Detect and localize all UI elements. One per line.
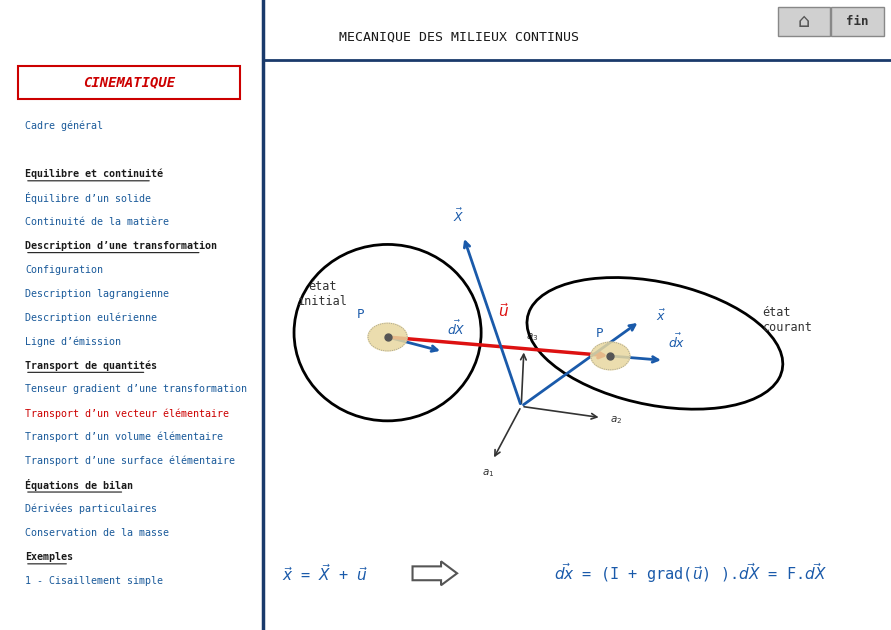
Text: ⌂: ⌂ (798, 12, 810, 31)
Text: CINEMATIQUE: CINEMATIQUE (83, 76, 176, 89)
Text: $a_1$: $a_1$ (482, 467, 495, 479)
Text: $\vec{dx}$ = (I + grad($\vec{u}$) ).$\vec{dX}$ = F.$\vec{dX}$: $\vec{dx}$ = (I + grad($\vec{u}$) ).$\ve… (554, 561, 827, 585)
Text: Continuité de la matière: Continuité de la matière (25, 217, 169, 227)
Text: Ligne d’émission: Ligne d’émission (25, 336, 121, 346)
Text: 1 - Cisaillement simple: 1 - Cisaillement simple (25, 576, 163, 586)
Text: état
courant: état courant (763, 306, 813, 333)
Text: $\vec{X}$: $\vec{X}$ (454, 208, 464, 225)
Text: $\vec{x}$: $\vec{x}$ (656, 309, 666, 324)
Text: MECANIQUE DES MILIEUX CONTINUS: MECANIQUE DES MILIEUX CONTINUS (339, 30, 578, 43)
Text: $a_2$: $a_2$ (610, 415, 623, 426)
Text: Equilibre et continuité: Equilibre et continuité (25, 169, 163, 179)
Text: fin: fin (846, 15, 869, 28)
Text: Description eulérienne: Description eulérienne (25, 312, 157, 323)
Text: $\vec{u}$: $\vec{u}$ (498, 302, 509, 320)
Text: Transport de quantités: Transport de quantités (25, 360, 157, 370)
Text: Équations de bilan: Équations de bilan (25, 479, 133, 491)
Text: Configuration: Configuration (25, 265, 103, 275)
Circle shape (368, 323, 407, 351)
Circle shape (591, 342, 630, 370)
FancyBboxPatch shape (18, 66, 240, 99)
Text: Transport d’une surface élémentaire: Transport d’une surface élémentaire (25, 456, 235, 466)
Text: Dérivées particulaires: Dérivées particulaires (25, 504, 157, 514)
FancyArrow shape (413, 561, 457, 585)
Text: $\vec{x}$ = $\vec{X}$ + $\vec{u}$: $\vec{x}$ = $\vec{X}$ + $\vec{u}$ (282, 563, 368, 584)
Text: Exemples: Exemples (25, 552, 73, 562)
Text: $a_3$: $a_3$ (526, 331, 538, 343)
Text: $\vec{dx}$: $\vec{dx}$ (668, 333, 686, 351)
Text: Tenseur gradient d’une transformation: Tenseur gradient d’une transformation (25, 384, 247, 394)
Text: Transport d’un vecteur élémentaire: Transport d’un vecteur élémentaire (25, 408, 229, 418)
Text: Description d’une transformation: Description d’une transformation (25, 241, 217, 251)
Text: état
initial: état initial (298, 280, 347, 308)
Text: Description lagrangienne: Description lagrangienne (25, 289, 169, 299)
FancyBboxPatch shape (831, 7, 884, 36)
Text: Équilibre d’un solide: Équilibre d’un solide (25, 192, 151, 204)
Text: Conservation de la masse: Conservation de la masse (25, 528, 169, 538)
Text: Transport d’un volume élémentaire: Transport d’un volume élémentaire (25, 432, 223, 442)
Text: P: P (596, 327, 603, 340)
FancyBboxPatch shape (778, 7, 830, 36)
Text: $\vec{dX}$: $\vec{dX}$ (447, 319, 466, 338)
Text: Cadre général: Cadre général (25, 121, 103, 131)
Text: P: P (357, 308, 364, 321)
